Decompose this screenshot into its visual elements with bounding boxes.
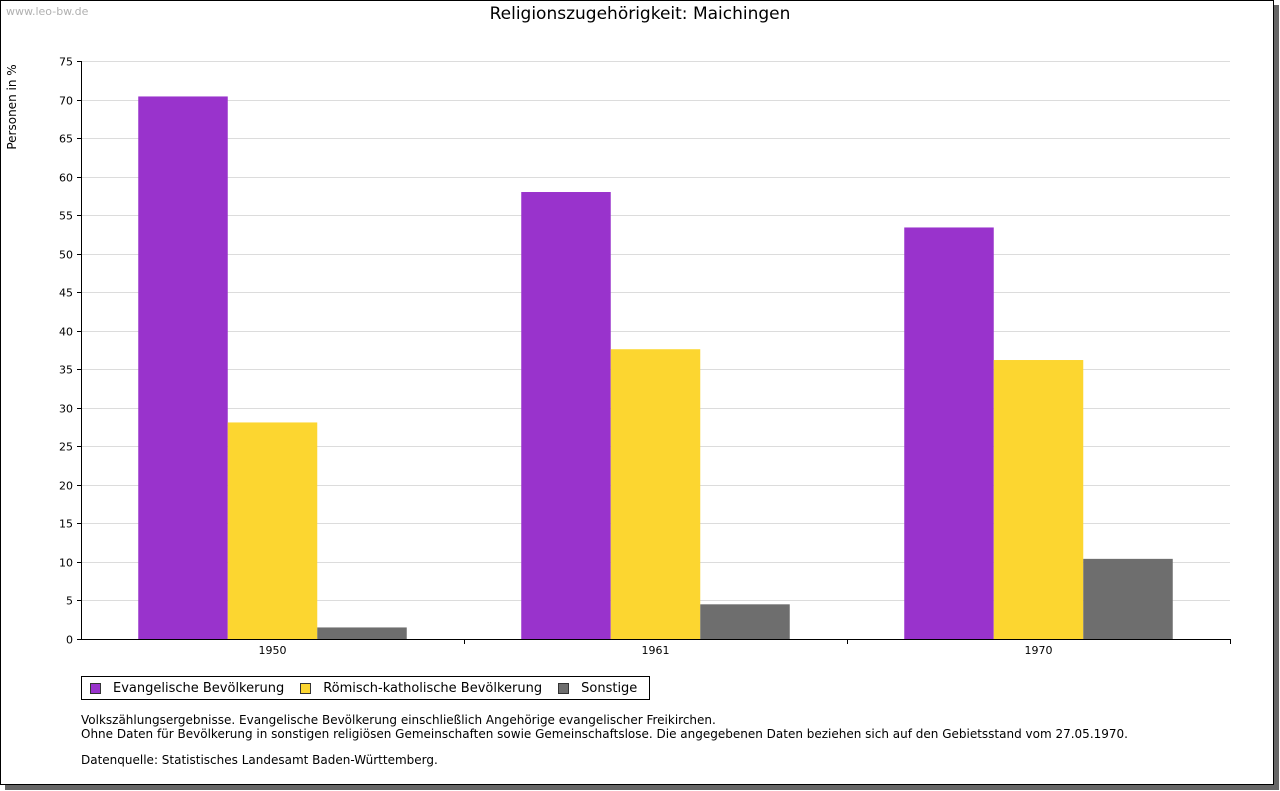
legend-swatch <box>90 682 101 694</box>
x-tick-label: 1961 <box>642 644 670 657</box>
footnotes: Volkszählungsergebnisse. Evangelische Be… <box>81 713 1128 767</box>
bars <box>138 96 1173 640</box>
y-tick-label: 0 <box>66 634 73 647</box>
note-line-1: Volkszählungsergebnisse. Evangelische Be… <box>81 713 716 727</box>
y-tick-label: 60 <box>59 172 73 185</box>
bar <box>993 360 1084 639</box>
legend-label: Römisch-katholische Bevölkerung <box>323 680 543 696</box>
y-tick-label: 10 <box>59 557 73 570</box>
legend-item: Sonstige <box>558 681 637 696</box>
watermark: www.leo-bw.de <box>6 5 89 18</box>
legend-label: Evangelische Bevölkerung <box>113 680 285 696</box>
y-tick-label: 75 <box>59 56 73 69</box>
bar <box>521 192 611 639</box>
y-axis-label: Personen in % <box>5 64 19 149</box>
bar <box>138 96 228 639</box>
y-tick-label: 5 <box>66 595 73 608</box>
data-source: Datenquelle: Statistisches Landesamt Bad… <box>81 753 438 767</box>
bar <box>610 349 701 639</box>
bar <box>904 227 994 640</box>
axes: 0 5 10 15 20 25 30 35 40 45 50 55 60 65 70 75 1950 1961 19… <box>59 56 1231 657</box>
x-tick-label: 1950 <box>259 644 287 657</box>
x-tick-label: 1970 <box>1025 644 1053 657</box>
note-line-2: Ohne Daten für Bevölkerung in sonstigen … <box>81 727 1128 741</box>
y-tick-label: 15 <box>59 518 73 531</box>
y-tick-label: 20 <box>59 480 73 493</box>
legend-label: Sonstige <box>581 680 638 696</box>
bar <box>700 604 790 639</box>
y-tick-label: 65 <box>59 133 73 146</box>
y-tick-label: 25 <box>59 441 73 454</box>
legend-swatch <box>558 682 570 694</box>
legend-item: Römisch-katholische Bevölkerung <box>300 681 542 696</box>
bar-chart: 0 5 10 15 20 25 30 35 40 45 50 55 60 65 70 75 1950 1961 19… <box>5 56 1231 657</box>
y-tick-label: 40 <box>59 326 73 339</box>
y-tick-label: 45 <box>59 287 73 300</box>
legend-item: Evangelische Bevölkerung <box>90 681 284 696</box>
bar <box>227 422 318 639</box>
legend-swatch <box>300 682 312 694</box>
y-tick-label: 30 <box>59 403 73 416</box>
chart-title: Religionszugehörigkeit: Maichingen <box>489 4 791 24</box>
bar <box>317 627 407 639</box>
y-tick-label: 55 <box>59 210 73 223</box>
legend: Evangelische Bevölkerung Römisch-katholis… <box>81 676 651 700</box>
y-tick-label: 70 <box>59 95 73 108</box>
bar <box>1083 558 1173 639</box>
y-tick-label: 35 <box>59 364 73 377</box>
y-tick-label: 50 <box>59 249 73 262</box>
